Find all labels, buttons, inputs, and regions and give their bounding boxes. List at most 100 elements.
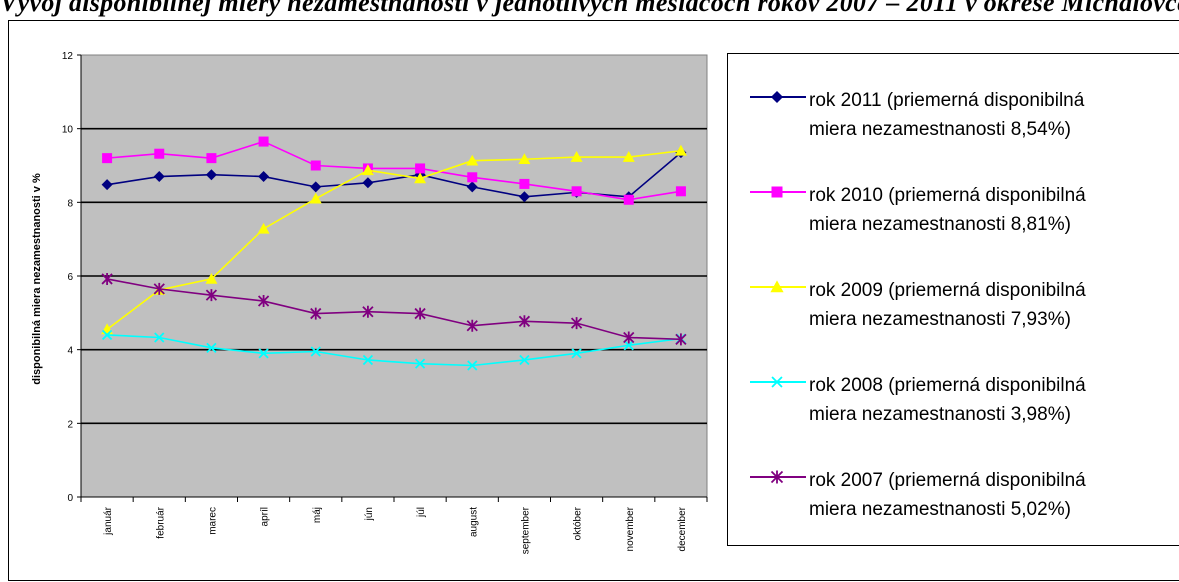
- data-point: [205, 169, 217, 181]
- series-line: [106, 278, 681, 341]
- data-point: [362, 177, 374, 189]
- data-point: [518, 191, 530, 203]
- data-point: [571, 348, 582, 359]
- data-point: [415, 163, 426, 174]
- legend-label-line1: rok 2007 (priemerná disponibilná: [809, 470, 1086, 491]
- data-point: [675, 333, 687, 346]
- data-point: [101, 272, 113, 285]
- series-group: [101, 136, 687, 371]
- data-point: [622, 151, 635, 162]
- data-point: [362, 305, 374, 318]
- data-point: [770, 280, 784, 293]
- data-point: [675, 186, 686, 197]
- legend-label-line2: miera nezamestnanosti 3,98%): [809, 404, 1071, 425]
- data-point: [310, 160, 321, 171]
- data-point: [154, 148, 165, 159]
- x-tick-label: február: [155, 506, 166, 538]
- y-tick-label: 6: [67, 272, 73, 283]
- y-axis: 0 2 4 6 8 10 12: [62, 51, 82, 504]
- legend-label-line2: miera nezamestnanosti 8,81%): [809, 214, 1071, 235]
- series-line: [106, 149, 682, 331]
- data-point: [467, 172, 478, 183]
- y-tick-label: 8: [67, 198, 73, 209]
- data-point: [310, 346, 321, 357]
- data-point: [414, 307, 426, 320]
- y-axis-title: disponibilná miera nezamestnanosti v %: [31, 173, 43, 385]
- x-tick-label: apríl: [260, 507, 271, 526]
- x-tick-label: júl: [416, 507, 427, 518]
- data-point: [205, 272, 218, 284]
- data-point: [258, 348, 269, 359]
- chart-heading: Vývoj disponibilnej miery nezamestnanost…: [0, 0, 1179, 20]
- data-point: [102, 153, 113, 164]
- data-point: [519, 178, 530, 189]
- data-point: [310, 181, 322, 193]
- legend-label-line1: rok 2008 (priemerná disponibilná: [809, 375, 1086, 396]
- x-tick-label: marec: [207, 507, 218, 535]
- data-point: [519, 354, 530, 366]
- data-point: [258, 171, 270, 183]
- y-tick-label: 0: [67, 493, 73, 504]
- legend-item: rok 2010 (priemerná disponibilná miera ne…: [728, 181, 1179, 241]
- legend-label-line2: miera nezamestnanosti 5,02%): [809, 499, 1071, 520]
- legend-label: rok 2011 (priemerná disponibilná miera ne…: [809, 86, 1179, 144]
- legend-marker-icon: [770, 280, 784, 293]
- legend-marker-icon: [770, 470, 784, 484]
- data-point: [361, 164, 374, 176]
- data-point: [623, 340, 634, 351]
- x-tick-label: jún: [364, 507, 375, 521]
- data-point: [518, 153, 531, 165]
- legend-item: rok 2009 (priemerná disponibilná miera ne…: [728, 276, 1179, 336]
- legend-marker-icon: [771, 376, 783, 388]
- data-point: [467, 360, 478, 371]
- data-point: [623, 331, 635, 344]
- y-tick-label: 2: [67, 419, 73, 430]
- x-axis: január február marec apríl máj jún júl august se…: [80, 496, 708, 554]
- data-point: [770, 470, 784, 484]
- legend-label: rok 2009 (priemerná disponibilná miera ne…: [809, 276, 1179, 334]
- x-tick-label: august: [468, 507, 479, 537]
- data-point: [101, 179, 113, 191]
- data-point: [258, 136, 269, 147]
- y-tick-label: 10: [62, 125, 74, 136]
- x-tick-label: november: [625, 506, 636, 551]
- data-point: [206, 342, 217, 353]
- legend-item: rok 2007 (priemerná disponibilná miera ne…: [728, 466, 1179, 526]
- data-point: [570, 151, 583, 162]
- legend-label-line1: rok 2009 (priemerná disponibilná: [809, 280, 1086, 301]
- data-point: [674, 144, 687, 156]
- legend: rok 2011 (priemerná disponibilná miera ne…: [727, 53, 1179, 546]
- data-point: [101, 329, 113, 341]
- x-tick-label: december: [677, 506, 688, 551]
- legend-label: rok 2010 (priemerná disponibilná miera ne…: [809, 181, 1179, 239]
- data-point: [570, 317, 583, 330]
- data-point: [205, 289, 218, 302]
- data-point: [518, 315, 531, 328]
- legend-label-line1: rok 2011 (priemerná disponibilná: [809, 90, 1085, 111]
- y-tick-label: 4: [67, 346, 73, 357]
- series-line: [107, 140, 682, 201]
- data-point: [414, 172, 427, 184]
- data-point: [153, 282, 165, 295]
- data-point: [257, 295, 270, 308]
- x-tick-label: september: [520, 506, 531, 554]
- data-point: [309, 192, 322, 204]
- legend-label: rok 2008 (priemerná disponibilná miera ne…: [809, 371, 1179, 429]
- data-point: [414, 358, 426, 369]
- data-point: [770, 90, 784, 104]
- data-point: [771, 186, 783, 198]
- legend-item: rok 2008 (priemerná disponibilná miera ne…: [728, 371, 1179, 431]
- legend-label: rok 2007 (priemerná disponibilná miera ne…: [809, 466, 1179, 524]
- data-point: [362, 354, 374, 366]
- data-point: [466, 319, 478, 332]
- data-point: [310, 307, 322, 320]
- y-tick-label: 12: [62, 51, 74, 62]
- legend-label-line2: miera nezamestnanosti 8,54%): [809, 119, 1071, 140]
- legend-label-line1: rok 2010 (priemerná disponibilná: [809, 185, 1086, 206]
- data-point: [154, 332, 165, 343]
- legend-marker-icon: [771, 186, 783, 198]
- legend-item: rok 2011 (priemerná disponibilná miera ne…: [728, 86, 1179, 146]
- x-tick-label: január: [103, 506, 114, 535]
- data-point: [771, 376, 783, 388]
